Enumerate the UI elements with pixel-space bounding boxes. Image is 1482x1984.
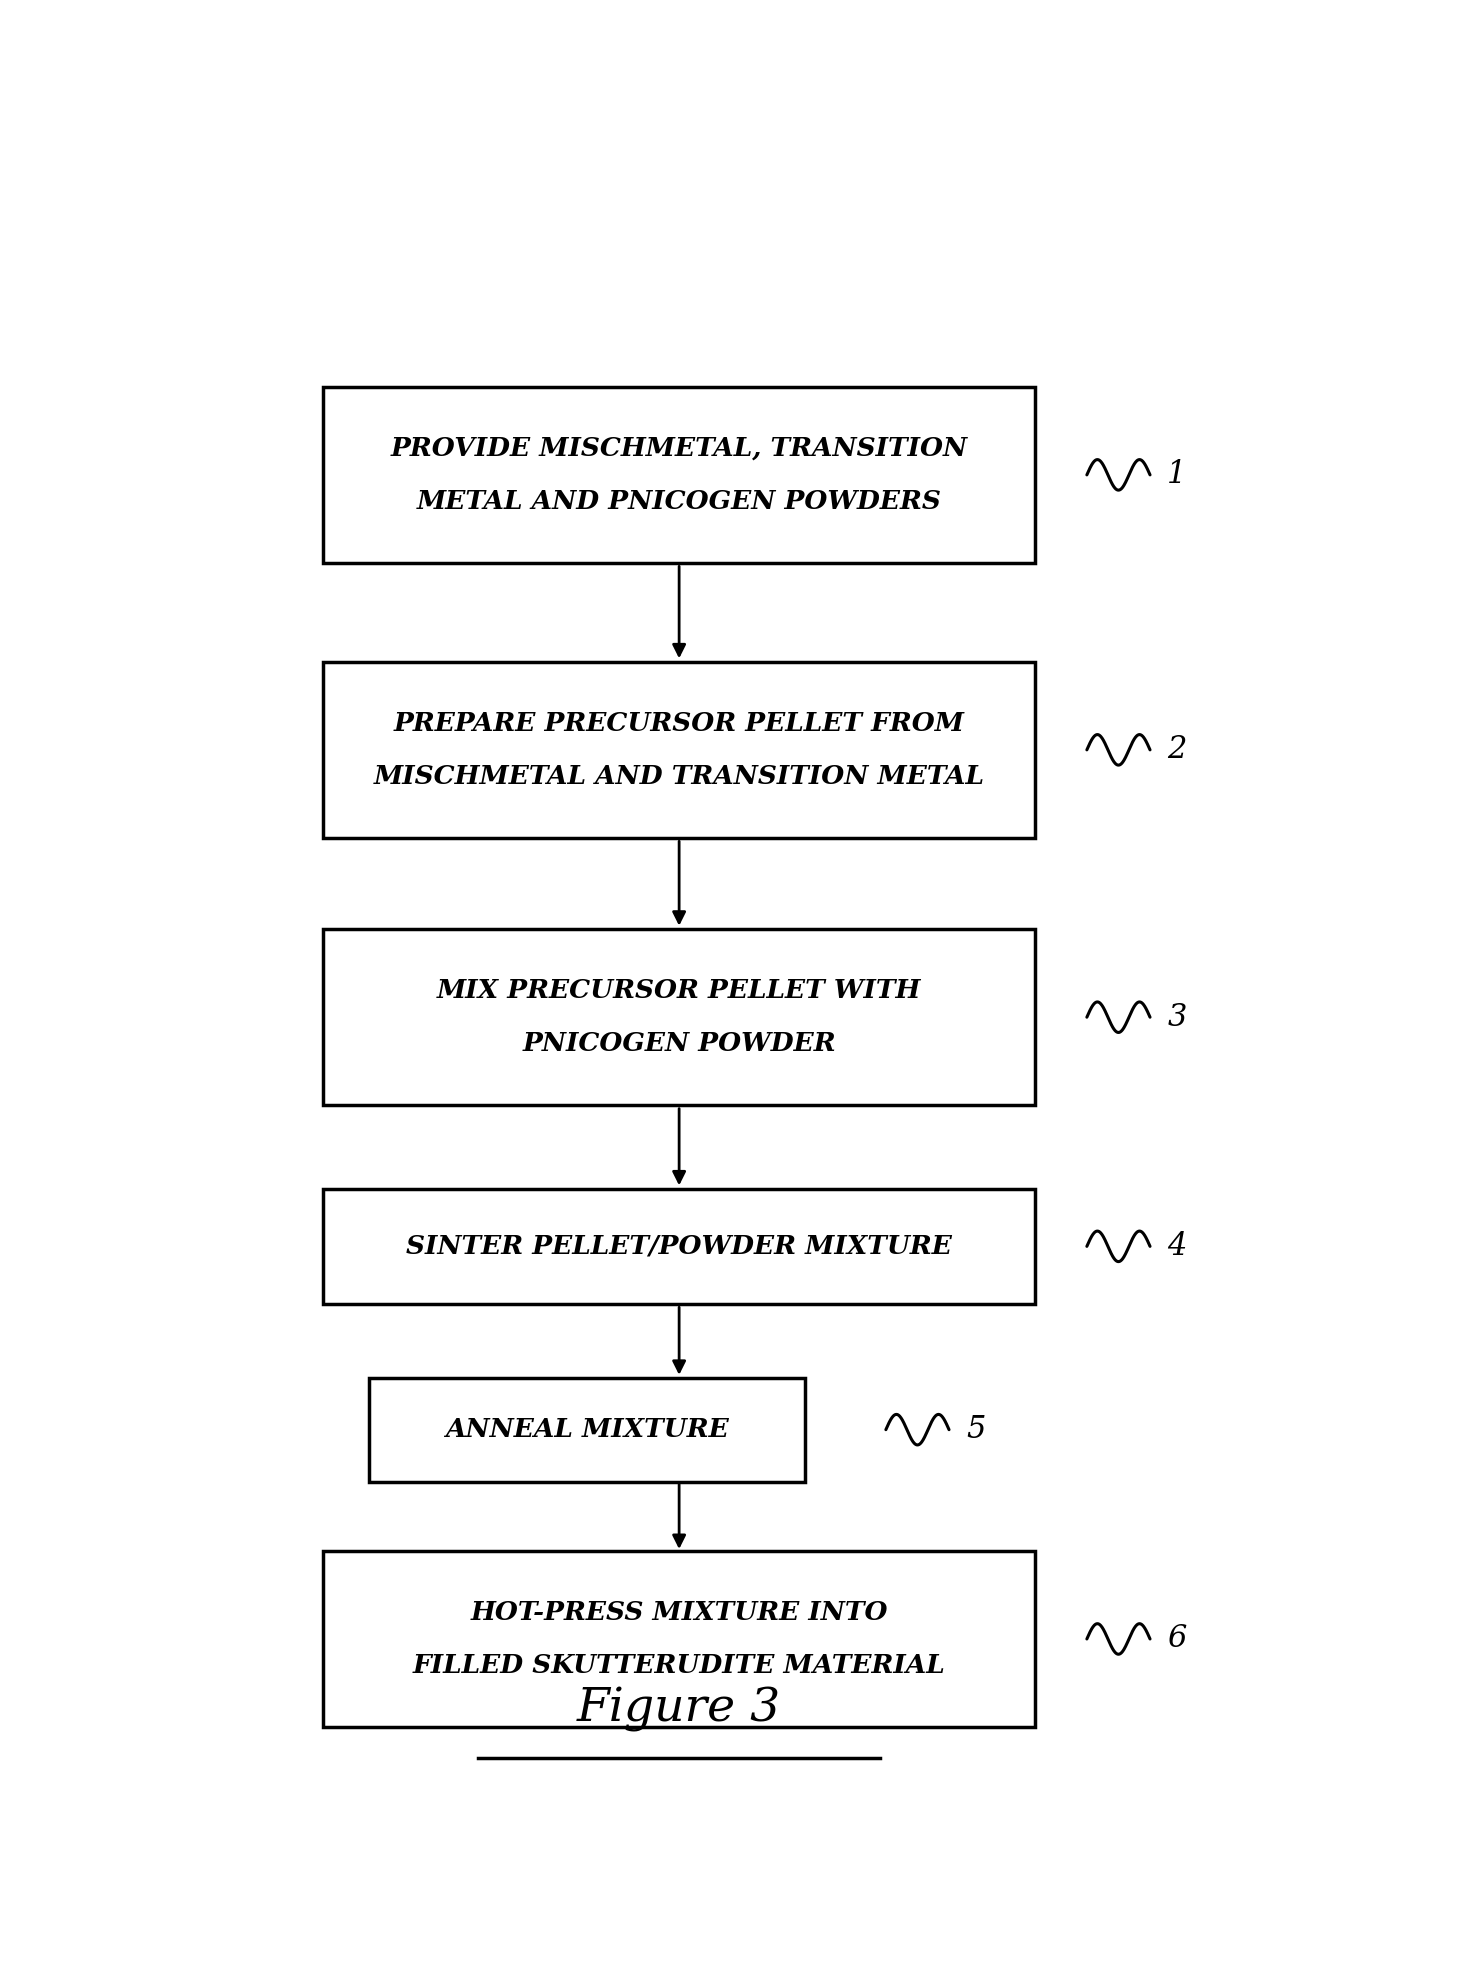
Text: ANNEAL MIXTURE: ANNEAL MIXTURE: [446, 1417, 729, 1442]
Bar: [323, 1551, 1034, 1726]
Text: Figure 3: Figure 3: [576, 1686, 781, 1732]
Text: 5: 5: [966, 1415, 986, 1444]
Text: PREPARE PRECURSOR PELLET FROM: PREPARE PRECURSOR PELLET FROM: [394, 710, 965, 736]
Text: 2: 2: [1168, 734, 1187, 766]
Bar: [323, 387, 1034, 563]
Bar: [323, 1188, 1034, 1303]
Text: 6: 6: [1168, 1623, 1187, 1655]
Text: SINTER PELLET/POWDER MIXTURE: SINTER PELLET/POWDER MIXTURE: [406, 1234, 951, 1260]
Text: PROVIDE MISCHMETAL, TRANSITION: PROVIDE MISCHMETAL, TRANSITION: [391, 436, 968, 460]
Text: HOT-PRESS MIXTURE INTO: HOT-PRESS MIXTURE INTO: [470, 1601, 888, 1625]
Text: MIX PRECURSOR PELLET WITH: MIX PRECURSOR PELLET WITH: [437, 978, 922, 1004]
Text: 4: 4: [1168, 1230, 1187, 1262]
Bar: [323, 663, 1034, 837]
Text: MISCHMETAL AND TRANSITION METAL: MISCHMETAL AND TRANSITION METAL: [373, 764, 984, 790]
Text: FILLED SKUTTERUDITE MATERIAL: FILLED SKUTTERUDITE MATERIAL: [413, 1653, 946, 1678]
Text: PNICOGEN POWDER: PNICOGEN POWDER: [522, 1032, 836, 1055]
Text: 3: 3: [1168, 1002, 1187, 1034]
Bar: [323, 929, 1034, 1105]
Text: METAL AND PNICOGEN POWDERS: METAL AND PNICOGEN POWDERS: [416, 488, 941, 514]
Bar: [369, 1377, 806, 1482]
Text: 1: 1: [1168, 460, 1187, 490]
